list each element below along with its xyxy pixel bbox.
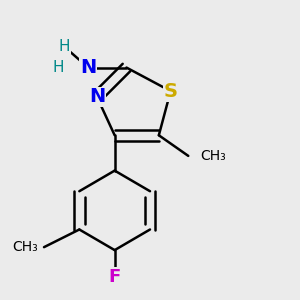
Text: H: H: [53, 60, 64, 75]
Text: CH₃: CH₃: [12, 240, 38, 254]
Text: S: S: [164, 82, 178, 100]
Text: CH₃: CH₃: [200, 149, 226, 163]
Text: N: N: [89, 88, 105, 106]
Text: F: F: [109, 268, 121, 286]
Text: N: N: [80, 58, 96, 77]
Text: H: H: [59, 39, 70, 54]
